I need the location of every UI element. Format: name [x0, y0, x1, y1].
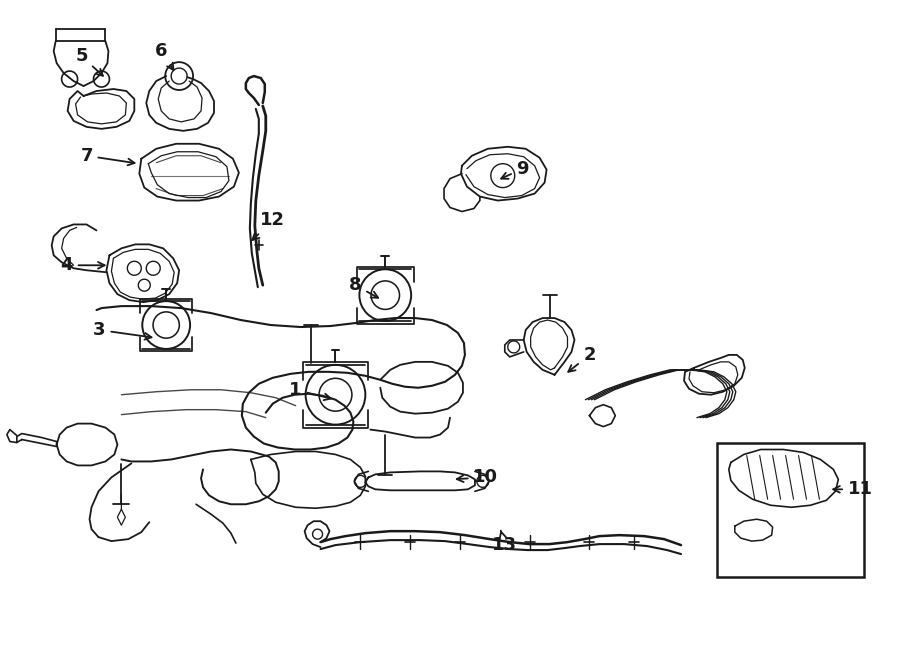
- Text: 6: 6: [155, 42, 174, 70]
- Text: 9: 9: [501, 160, 529, 179]
- Text: 2: 2: [568, 346, 596, 372]
- Text: 12: 12: [252, 212, 285, 240]
- Text: 1: 1: [290, 381, 331, 400]
- Text: 11: 11: [833, 481, 873, 498]
- Bar: [717, 442, 864, 577]
- Text: 7: 7: [80, 147, 135, 165]
- Text: 8: 8: [349, 276, 378, 298]
- Text: 5: 5: [76, 47, 103, 76]
- Text: 13: 13: [492, 531, 517, 554]
- Text: 10: 10: [457, 469, 499, 486]
- Text: 3: 3: [94, 321, 151, 340]
- Text: 4: 4: [60, 256, 104, 274]
